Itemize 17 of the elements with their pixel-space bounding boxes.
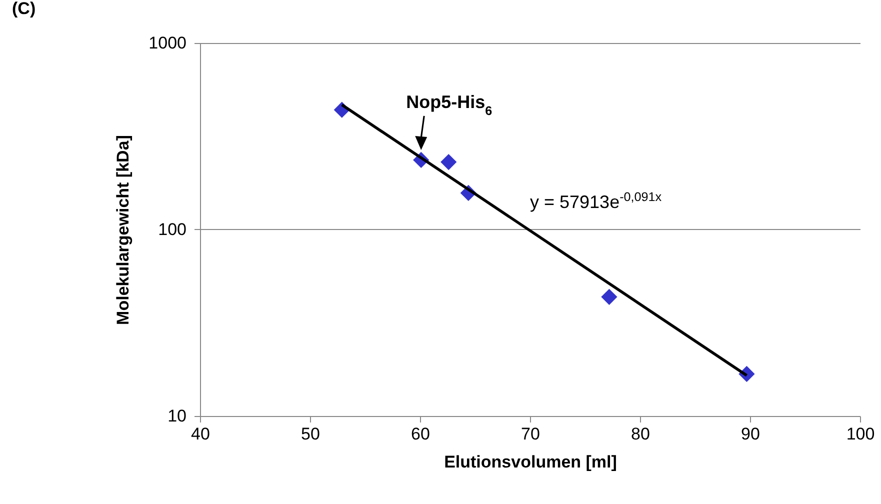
annotation: Nop5-His$_{6}$ (406, 92, 492, 118)
x-tick-label: 90 (741, 424, 760, 444)
x-tick-label: 100 (846, 424, 875, 444)
x-tick-label: 80 (631, 424, 650, 444)
y-tick-label: 10 (168, 406, 186, 426)
y-tick-label: 1000 (148, 34, 186, 52)
x-tick-label: 70 (521, 424, 540, 444)
x-tick-label: 50 (301, 424, 320, 444)
x-axis-title: Elutionsvolumen [ml] (444, 452, 617, 472)
point (601, 288, 618, 305)
x-tick-label: 40 (191, 424, 210, 444)
annotation: y = 57913e$^{-0,091x}$ (530, 190, 662, 212)
y-axis-title: Molekulargewicht [kDa] (114, 135, 133, 325)
x-tick-label: 60 (411, 424, 430, 444)
text: (C) (12, 0, 36, 18)
y-tick-label: 100 (158, 220, 186, 239)
point (440, 154, 457, 170)
